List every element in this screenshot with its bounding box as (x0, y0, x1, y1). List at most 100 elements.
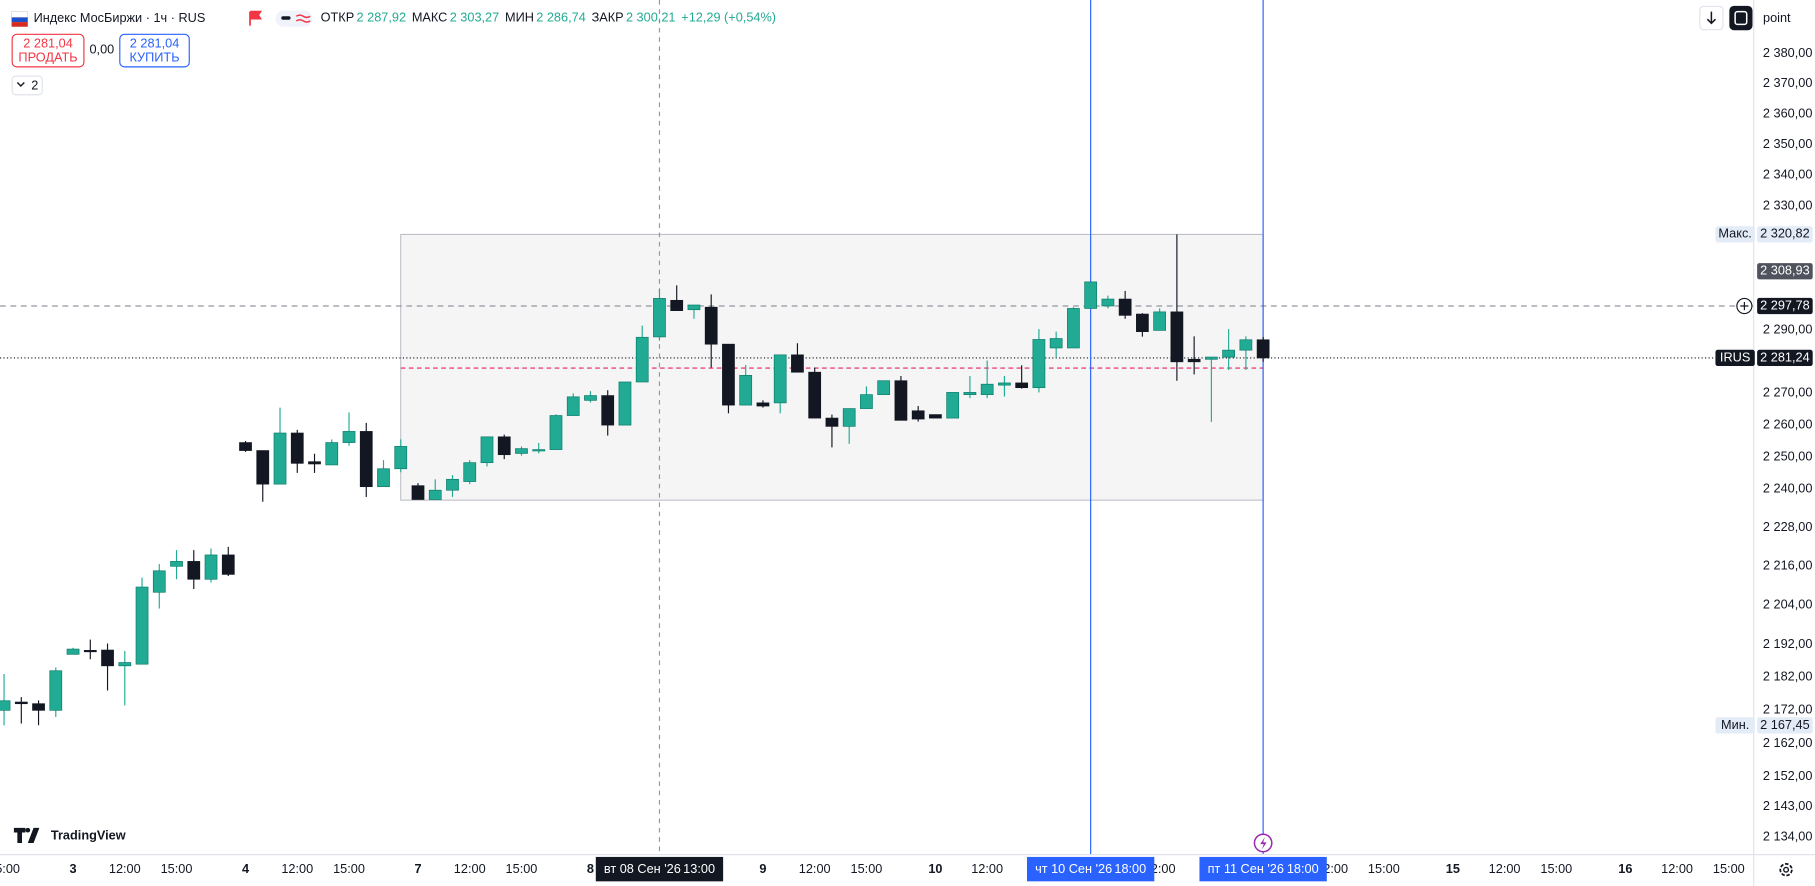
x-tick-label: 10 (928, 861, 942, 876)
screenshot-button[interactable] (1729, 5, 1753, 31)
price-tag (1715, 349, 1755, 367)
price-tag (1715, 717, 1755, 734)
ohlc-name: МИН (505, 10, 534, 25)
ohlc-value: 2 303,27 (450, 10, 500, 25)
candle-body (118, 662, 132, 667)
candle-body (256, 450, 270, 485)
y-tick-label: 2 204,00 (1763, 597, 1813, 612)
candle-body (239, 442, 252, 451)
candle-body (704, 306, 718, 345)
candle-body (101, 649, 114, 667)
settings-icon[interactable] (1779, 863, 1793, 877)
x-tick-label: 3 (70, 861, 77, 876)
price-marker-label: 2 167,45 (1760, 717, 1810, 732)
candle-body (739, 375, 753, 406)
time-tag-date: вт 08 Сен '26 (604, 861, 681, 876)
price-marker-label: 2 281,24 (1760, 349, 1810, 364)
price-marker (1757, 349, 1813, 367)
flag-icon (11, 11, 29, 18)
buy-label[interactable]: КУПИТЬ (130, 49, 180, 64)
y-tick-label: 2 228,00 (1763, 519, 1813, 534)
candle-body (428, 489, 442, 500)
status-pill[interactable] (275, 10, 313, 27)
x-tick-label: 15:00 (0, 861, 20, 876)
candle-body (83, 650, 97, 653)
candle-body (187, 561, 201, 580)
price-marker-label: 2 320,82 (1760, 226, 1810, 241)
x-tick-label: 7 (414, 861, 421, 876)
price-marker (1757, 226, 1813, 243)
symbol-title[interactable]: Индекс МосБиржи · 1ч · RUS (34, 10, 206, 25)
candle-body (929, 414, 942, 419)
candle-body (1049, 338, 1063, 349)
status-icon (281, 16, 291, 20)
change: +12,29 (+0,54%) (681, 10, 776, 25)
candle-body (1222, 349, 1236, 358)
time-tag-time: 13:00 (683, 861, 715, 876)
candle-body (1239, 339, 1253, 351)
y-tick-label: 2 260,00 (1763, 416, 1813, 431)
candle-body (980, 383, 994, 395)
price-marker (1757, 297, 1813, 315)
candle-body (204, 554, 218, 580)
flag-icon (11, 22, 28, 27)
time-tag (1199, 856, 1327, 882)
trade-panel: 2 281,04 ПРОДАТЬ 0,00 2 281,04 КУПИТЬ 2 (11, 33, 190, 96)
x-tick-label: 12:00 (454, 861, 486, 876)
time-tag-date: чт 10 Сен '26 (1035, 861, 1112, 876)
candle-body (135, 586, 149, 665)
tool-mode[interactable]: point (1763, 10, 1791, 25)
x-tick-label: 15:00 (1540, 861, 1572, 876)
ohlc-name: МАКС (412, 10, 448, 25)
ohlc-value: 2 300,21 (626, 10, 676, 25)
candle-body (394, 446, 408, 470)
ohlc-value: 2 286,74 (536, 10, 586, 25)
price-tag-label: IRUS (1720, 349, 1750, 364)
candle-body (1170, 311, 1184, 363)
x-tick-label: 15 (1446, 861, 1460, 876)
y-tick-label: 2 162,00 (1763, 735, 1813, 750)
candle-body (963, 392, 977, 395)
candle-body (1015, 382, 1029, 389)
y-tick-label: 2 152,00 (1763, 768, 1813, 783)
candle-body (446, 478, 459, 491)
sell-price[interactable]: 2 281,04 (23, 36, 73, 51)
buy-button[interactable] (119, 33, 190, 68)
lightning-icon (1260, 837, 1267, 850)
candle-body (66, 648, 80, 655)
sell-button[interactable] (11, 33, 85, 68)
y-tick-label: 2 380,00 (1763, 45, 1813, 60)
buy-price[interactable]: 2 281,04 (130, 36, 180, 51)
sell-label[interactable]: ПРОДАТЬ (18, 49, 77, 64)
y-tick-label: 2 270,00 (1763, 385, 1813, 400)
y-tick-label: 2 172,00 (1763, 702, 1813, 717)
x-tick-label: 12:00 (971, 861, 1003, 876)
flag-marker[interactable] (249, 10, 263, 26)
indicators-count[interactable]: 2 (31, 77, 38, 92)
y-tick-label: 2 330,00 (1763, 197, 1813, 212)
y-tick-label: 2 143,00 (1763, 798, 1813, 813)
chevron-icon (16, 82, 25, 88)
top-right-toolbar: point (1699, 5, 1791, 31)
candle-body (860, 394, 873, 409)
logo-text: TradingView (51, 827, 126, 842)
price-tag (1715, 226, 1755, 243)
x-tick-label: 15:00 (333, 861, 365, 876)
candle-body (877, 380, 891, 395)
candle-body (221, 554, 235, 575)
candle-body (1032, 339, 1046, 389)
x-tick-label: 12:00 (799, 861, 831, 876)
ohlc-name: ЗАКР (592, 10, 624, 25)
settings-icon (1783, 866, 1790, 873)
candle-body (911, 410, 925, 420)
candle-body (1118, 298, 1132, 316)
candle-body (359, 431, 373, 488)
time-tag (595, 856, 724, 882)
spread: 0,00 (89, 41, 114, 56)
candle-body (480, 436, 494, 464)
candle-body (290, 432, 304, 464)
plus-icon (1740, 301, 1749, 311)
indicators-toggle[interactable] (11, 75, 43, 96)
candle-body (411, 485, 425, 500)
overlay: 2 320,82 Макс. 2 308,93 2 297,78 2 281,24 IRU… (595, 226, 1813, 882)
